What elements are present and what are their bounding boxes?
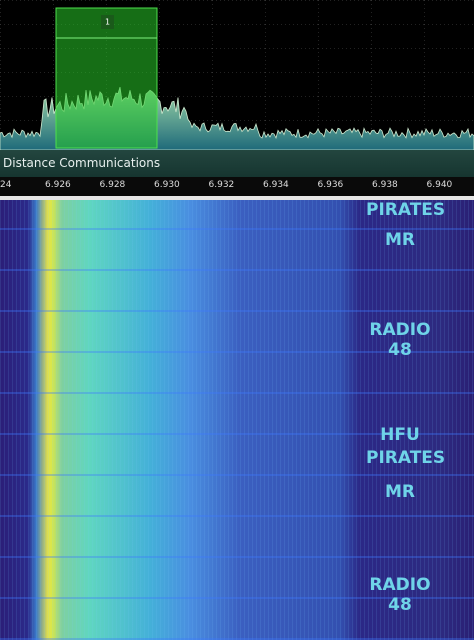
selection-badge	[101, 15, 114, 29]
waterfall: PIRATES MR RADIO 48 HFU PIRATES MR RADIO 48	[0, 200, 474, 640]
selection-label: 1	[105, 18, 110, 27]
frequency-label: 6.926	[45, 180, 71, 190]
selection[interactable]	[55, 7, 158, 149]
frequency-label: 6.932	[208, 180, 235, 190]
frequency-scale: 24 6.926 6.928 6.930 6.932 6.934 6.936 6.938 6.9…	[0, 177, 474, 200]
frequency-label: 6.934	[263, 180, 289, 190]
waterfall-text: RADIO 48	[369, 320, 431, 360]
frequency-label: 6.938	[372, 180, 398, 190]
spectrum: 1	[0, 0, 474, 150]
waterfall-text: PIRATES	[366, 200, 446, 220]
frequency-label: 6.936	[317, 180, 344, 190]
waterfall-text: RADIO 48	[369, 575, 431, 615]
frequency-label: 6.940	[426, 180, 453, 190]
frequency-label: 6.930	[154, 180, 180, 190]
frequency-label: 24	[0, 180, 12, 190]
waterfall-text: MR	[384, 482, 415, 502]
frequency-label: 6.928	[99, 180, 126, 190]
waterfall-text: HFU	[380, 425, 420, 445]
waterfall-text: PIRATES	[366, 448, 446, 468]
band-plan: Distance Communications	[0, 150, 474, 177]
waterfall-text: MR	[384, 230, 415, 250]
